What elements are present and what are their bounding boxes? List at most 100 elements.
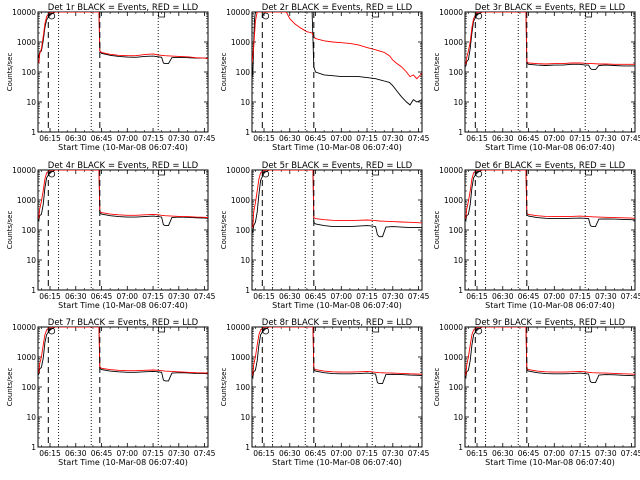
plot-frame [37, 11, 209, 133]
x-tick-label: 07:00 [543, 449, 565, 458]
x-tick-label: 07:45 [408, 134, 430, 143]
flag-marker-circle [262, 12, 270, 20]
y-tick-label: 100 [449, 226, 464, 235]
flag-marker-circle [262, 170, 270, 178]
x-tick-label: 06:45 [305, 449, 327, 458]
x-tick-label: 07:15 [569, 449, 591, 458]
panel-title: Det 5r BLACK = Events, RED = LLD [262, 161, 413, 171]
y-tick-label: 10 [240, 98, 250, 107]
y-tick-label: 10 [453, 256, 463, 265]
events-series-line [465, 170, 635, 228]
y-tick-label: 10000 [12, 8, 36, 17]
lld-series-line [252, 327, 422, 376]
y-tick-label: 10 [26, 98, 36, 107]
x-tick-label: 07:00 [330, 134, 352, 143]
y-tick-label: 10000 [439, 166, 463, 175]
y-tick-label: 1 [245, 443, 250, 452]
panel-det-1r: Det 1r BLACK = Events, RED = LLD 1 10 100 10… [6, 3, 216, 152]
x-tick-label: 06:30 [492, 134, 514, 143]
y-tick-label: 1000 [231, 38, 250, 47]
events-series-line [252, 12, 422, 106]
x-tick-label: 06:15 [466, 134, 488, 143]
plot-frame [464, 169, 636, 291]
panel-title: Det 4r BLACK = Events, RED = LLD [48, 161, 199, 171]
y-tick-label: 100 [22, 226, 37, 235]
y-axis-label: Counts/sec [433, 211, 441, 250]
y-tick-label: 1000 [444, 196, 463, 205]
y-tick-label: 1000 [444, 38, 463, 47]
y-tick-label: 10 [240, 413, 250, 422]
y-tick-label: 10 [453, 413, 463, 422]
x-tick-label: 07:45 [621, 134, 640, 143]
x-tick-label: 06:30 [279, 449, 301, 458]
y-tick-label: 100 [236, 226, 251, 235]
y-tick-label: 1 [31, 286, 36, 295]
x-tick-label: 07:00 [116, 449, 138, 458]
x-tick-label: 07:45 [408, 449, 430, 458]
y-tick-label: 10000 [226, 166, 250, 175]
x-tick-label: 07:30 [595, 449, 617, 458]
x-tick-label: 07:30 [595, 134, 617, 143]
panel-title: Det 7r BLACK = Events, RED = LLD [48, 318, 199, 328]
x-tick-label: 07:00 [543, 134, 565, 143]
flag-marker-bracket [585, 170, 593, 176]
x-tick-label: 06:45 [518, 292, 540, 301]
x-tick-label: 07:30 [382, 134, 404, 143]
y-tick-label: 1000 [444, 353, 463, 362]
x-tick-label: 07:30 [382, 292, 404, 301]
panel-det-2r: Det 2r BLACK = Events, RED = LLD 1 10 100 10… [220, 3, 430, 152]
x-tick-label: 07:45 [194, 134, 216, 143]
x-tick-label: 07:00 [116, 292, 138, 301]
y-tick-label: 1000 [231, 353, 250, 362]
x-tick-label: 07:15 [569, 134, 591, 143]
x-tick-label: 06:15 [466, 449, 488, 458]
y-tick-label: 10000 [226, 8, 250, 17]
panel-det-8r: Det 8r BLACK = Events, RED = LLD 1 10 100 10… [220, 318, 430, 467]
y-axis-label: Counts/sec [220, 53, 228, 92]
panel-title: Det 8r BLACK = Events, RED = LLD [262, 318, 413, 328]
y-tick-label: 100 [449, 68, 464, 77]
lld-series-line [252, 12, 422, 80]
x-tick-label: 07:30 [595, 292, 617, 301]
panel-det-3r: Det 3r BLACK = Events, RED = LLD 1 10 100 10… [433, 3, 640, 152]
x-tick-label: 07:15 [356, 449, 378, 458]
x-axis-label: Start Time (10-Mar-08 06:07:40) [485, 458, 615, 467]
y-tick-label: 10000 [12, 323, 36, 332]
x-axis-label: Start Time (10-Mar-08 06:07:40) [272, 458, 402, 467]
y-tick-label: 10000 [12, 166, 36, 175]
y-axis-label: Counts/sec [6, 53, 14, 92]
events-series-line [252, 170, 422, 238]
events-series-line [465, 12, 635, 71]
events-series-line [38, 12, 208, 65]
x-tick-label: 07:45 [194, 292, 216, 301]
events-series-line [38, 170, 208, 227]
x-tick-label: 06:45 [91, 134, 113, 143]
y-axis-label: Counts/sec [433, 368, 441, 407]
panel-det-5r: Det 5r BLACK = Events, RED = LLD 1 10 100 10… [220, 161, 430, 310]
y-tick-label: 100 [236, 383, 251, 392]
x-tick-label: 06:15 [39, 134, 61, 143]
y-tick-label: 1 [31, 443, 36, 452]
x-tick-label: 07:15 [356, 292, 378, 301]
x-tick-label: 07:45 [194, 449, 216, 458]
panel-title: Det 9r BLACK = Events, RED = LLD [475, 318, 626, 328]
x-tick-label: 07:00 [330, 292, 352, 301]
y-axis-label: Counts/sec [6, 211, 14, 250]
x-tick-label: 06:45 [91, 292, 113, 301]
y-tick-label: 10 [453, 98, 463, 107]
y-tick-label: 10000 [439, 8, 463, 17]
x-axis-label: Start Time (10-Mar-08 06:07:40) [272, 143, 402, 152]
flag-marker-bracket [158, 12, 166, 18]
x-tick-label: 06:30 [65, 292, 87, 301]
y-tick-label: 1000 [17, 196, 36, 205]
panel-det-7r: Det 7r BLACK = Events, RED = LLD 1 10 100 10… [6, 318, 216, 467]
y-axis-label: Counts/sec [220, 211, 228, 250]
x-axis-label: Start Time (10-Mar-08 06:07:40) [58, 301, 188, 310]
flag-marker-bracket [158, 327, 166, 333]
x-tick-label: 06:45 [305, 292, 327, 301]
x-tick-label: 06:30 [279, 292, 301, 301]
plot-frame [37, 326, 209, 448]
x-tick-label: 06:15 [253, 292, 275, 301]
lld-series-line [465, 12, 635, 65]
